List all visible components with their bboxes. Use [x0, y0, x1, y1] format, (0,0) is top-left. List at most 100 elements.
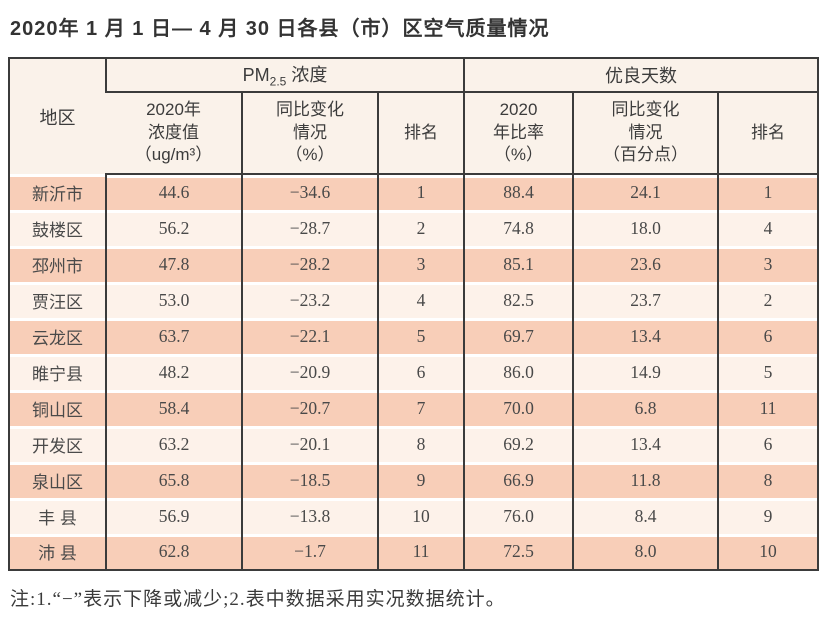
good-rank-cell: 5: [717, 354, 818, 390]
pm-change-cell: −18.5: [241, 462, 378, 498]
good-rank-cell: 2: [717, 282, 818, 318]
region-cell: 泉山区: [9, 462, 106, 498]
region-cell: 开发区: [9, 426, 106, 462]
pm-change-cell: −28.7: [241, 210, 378, 246]
good-rank-cell: 6: [717, 426, 818, 462]
pm-value-cell: 44.6: [105, 174, 242, 210]
good-rate-cell: 85.1: [463, 246, 573, 282]
pm-rank-cell: 5: [377, 318, 464, 354]
good-rate-cell: 74.8: [463, 210, 573, 246]
table-row: 鼓楼区 56.2 −28.7 2 74.8 18.0 4: [9, 210, 818, 246]
pm-rank-cell: 6: [377, 354, 464, 390]
good-change-cell: 23.6: [572, 246, 718, 282]
pm25-label-subscript: 2.5: [269, 74, 287, 89]
air-quality-table: 地区 PM2.5 浓度 优良天数 2020年 浓度值 （ug/m³） 同比变化 …: [8, 57, 819, 571]
col-header-good-rate: 2020 年比率 （%）: [463, 92, 573, 175]
pm-rank-cell: 9: [377, 462, 464, 498]
group-header-row: 地区 PM2.5 浓度 优良天数: [9, 58, 818, 174]
good-change-cell: 6.8: [572, 390, 718, 426]
pm-change-cell: −20.9: [241, 354, 378, 390]
footnote: 注:1.“−”表示下降或减少;2.表中数据采用实况数据统计。: [10, 589, 506, 610]
pm-rank-cell: 7: [377, 390, 464, 426]
table-row: 沛 县 62.8 −1.7 11 72.5 8.0 10: [9, 534, 818, 570]
pm25-label-prefix: PM: [242, 65, 270, 86]
pm-value-cell: 62.8: [105, 534, 242, 570]
good-rate-cell: 66.9: [463, 462, 573, 498]
good-change-cell: 13.4: [572, 318, 718, 354]
table-row: 邳州市 47.8 −28.2 3 85.1 23.6 3: [9, 246, 818, 282]
good-rank-cell: 11: [717, 390, 818, 426]
good-change-cell: 8.4: [572, 498, 718, 534]
region-cell: 云龙区: [9, 318, 106, 354]
col-header-good-rank: 排名: [717, 92, 818, 175]
good-rank-cell: 8: [717, 462, 818, 498]
sub-header-row: 2020年 浓度值 （ug/m³） 同比变化 情况 （%） 排名 2020 年比…: [9, 92, 818, 175]
pm-rank-cell: 11: [377, 534, 464, 570]
table-row: 丰 县 56.9 −13.8 10 76.0 8.4 9: [9, 498, 818, 534]
col-group-good-days: 优良天数: [463, 58, 818, 93]
pm-rank-cell: 1: [377, 174, 464, 210]
good-rank-cell: 4: [717, 210, 818, 246]
good-change-cell: 8.0: [572, 534, 718, 570]
region-cell: 沛 县: [9, 534, 106, 570]
table-body: 新沂市 44.6 −34.6 1 88.4 24.1 1 鼓楼区 56.2 −2…: [9, 174, 818, 570]
col-header-good-change: 同比变化 情况 （百分点）: [572, 92, 718, 175]
pm-value-cell: 56.2: [105, 210, 242, 246]
region-cell: 邳州市: [9, 246, 106, 282]
good-rate-cell: 86.0: [463, 354, 573, 390]
table-row: 贾汪区 53.0 −23.2 4 82.5 23.7 2: [9, 282, 818, 318]
col-header-region: 地区: [9, 58, 106, 174]
table-header: 地区 PM2.5 浓度 优良天数 2020年 浓度值 （ug/m³） 同比变化 …: [9, 58, 818, 175]
col-header-pm-value: 2020年 浓度值 （ug/m³）: [106, 92, 242, 175]
pm-change-cell: −13.8: [241, 498, 378, 534]
good-change-cell: 14.9: [572, 354, 718, 390]
table-row: 新沂市 44.6 −34.6 1 88.4 24.1 1: [9, 174, 818, 210]
good-change-cell: 24.1: [572, 174, 718, 210]
col-group-pm25: PM2.5 浓度: [105, 58, 464, 93]
region-cell: 鼓楼区: [9, 210, 106, 246]
good-change-cell: 13.4: [572, 426, 718, 462]
pm-change-cell: −23.2: [241, 282, 378, 318]
pm-change-cell: −20.7: [241, 390, 378, 426]
good-change-cell: 23.7: [572, 282, 718, 318]
table-row: 开发区 63.2 −20.1 8 69.2 13.4 6: [9, 426, 818, 462]
pm-rank-cell: 4: [377, 282, 464, 318]
pm-value-cell: 65.8: [105, 462, 242, 498]
pm-value-cell: 53.0: [105, 282, 242, 318]
table-row: 云龙区 63.7 −22.1 5 69.7 13.4 6: [9, 318, 818, 354]
region-cell: 新沂市: [9, 174, 106, 210]
good-rank-cell: 9: [717, 498, 818, 534]
col-header-pm-rank: 排名: [377, 92, 464, 175]
pm-value-cell: 48.2: [105, 354, 242, 390]
pm25-label-suffix: 浓度: [286, 65, 328, 86]
good-change-cell: 11.8: [572, 462, 718, 498]
region-cell: 铜山区: [9, 390, 106, 426]
page-title: 2020年 1 月 1 日— 4 月 30 日各县（市）区空气质量情况: [10, 18, 550, 40]
region-cell: 丰 县: [9, 498, 106, 534]
good-rank-cell: 10: [717, 534, 818, 570]
pm-rank-cell: 8: [377, 426, 464, 462]
col-header-pm-change: 同比变化 情况 （%）: [241, 92, 378, 175]
good-change-cell: 18.0: [572, 210, 718, 246]
good-rate-cell: 88.4: [463, 174, 573, 210]
region-cell: 睢宁县: [9, 354, 106, 390]
pm-change-cell: −20.1: [241, 426, 378, 462]
pm-rank-cell: 10: [377, 498, 464, 534]
good-rank-cell: 3: [717, 246, 818, 282]
good-rate-cell: 70.0: [463, 390, 573, 426]
pm-value-cell: 63.2: [105, 426, 242, 462]
pm-value-cell: 47.8: [105, 246, 242, 282]
pm-value-cell: 63.7: [105, 318, 242, 354]
pm-change-cell: −34.6: [241, 174, 378, 210]
good-rate-cell: 69.2: [463, 426, 573, 462]
pm-value-cell: 58.4: [105, 390, 242, 426]
good-rank-cell: 6: [717, 318, 818, 354]
good-rate-cell: 82.5: [463, 282, 573, 318]
good-rate-cell: 76.0: [463, 498, 573, 534]
good-rate-cell: 72.5: [463, 534, 573, 570]
pm-change-cell: −28.2: [241, 246, 378, 282]
good-rate-cell: 69.7: [463, 318, 573, 354]
pm-change-cell: −22.1: [241, 318, 378, 354]
pm-rank-cell: 2: [377, 210, 464, 246]
